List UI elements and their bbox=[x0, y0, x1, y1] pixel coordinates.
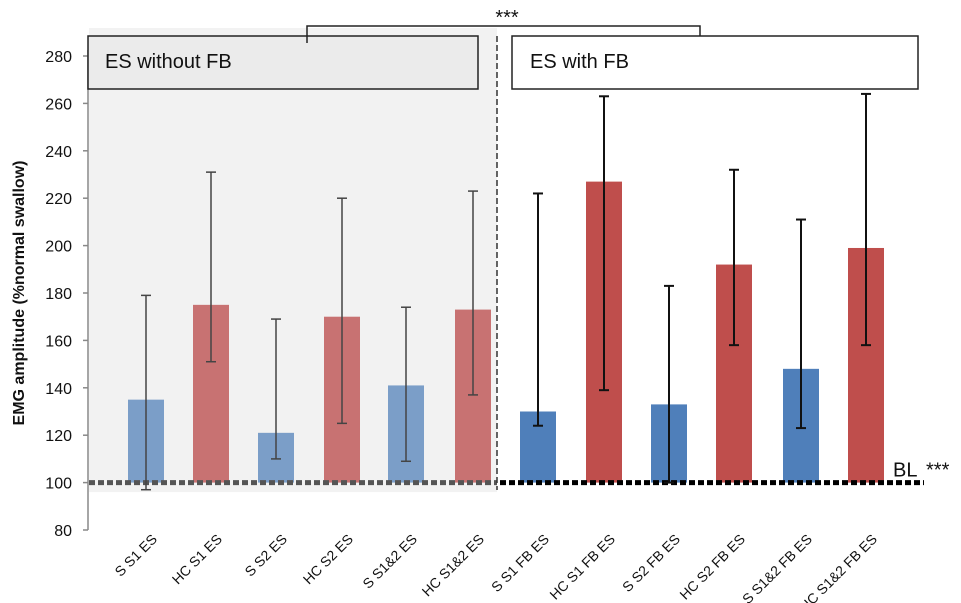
y-tick-label: 100 bbox=[45, 476, 72, 493]
category-label: S S2 FB ES bbox=[619, 531, 683, 595]
group-box-without-fb bbox=[87, 35, 479, 90]
group-label-with-fb: ES with FB bbox=[530, 51, 629, 73]
category-label: S S1 FB ES bbox=[488, 531, 552, 595]
category-label: S S1&2 FB ES bbox=[739, 531, 815, 603]
y-tick-label: 220 bbox=[45, 191, 72, 208]
group-significance-label: *** bbox=[495, 7, 519, 29]
y-tick-label: 200 bbox=[45, 239, 72, 256]
baseline-significance: *** bbox=[926, 460, 950, 482]
y-tick-label: 180 bbox=[45, 286, 72, 303]
category-label: HC S1 FB ES bbox=[546, 531, 618, 603]
y-tick-label: 120 bbox=[45, 428, 72, 445]
y-tick-label: 160 bbox=[45, 333, 72, 350]
y-tick-label: 140 bbox=[45, 381, 72, 398]
baseline-label: BL bbox=[893, 460, 917, 482]
category-label: S S1&2 ES bbox=[359, 531, 420, 592]
group-significance-bracket bbox=[306, 25, 701, 43]
y-tick-label: 240 bbox=[45, 144, 72, 161]
category-label: HC S2 FB ES bbox=[676, 531, 748, 603]
y-tick-label: 280 bbox=[45, 49, 72, 66]
group-box-with-fb bbox=[511, 35, 919, 90]
y-tick-label: 80 bbox=[54, 523, 72, 540]
category-label: S S1 ES bbox=[111, 531, 160, 580]
category-label: S S2 ES bbox=[241, 531, 290, 580]
category-label: HC S1&2 ES bbox=[419, 531, 488, 600]
category-label: HC S2 ES bbox=[300, 531, 356, 587]
category-label: HC S1 ES bbox=[169, 531, 225, 587]
group-label-without-fb: ES without FB bbox=[105, 51, 232, 73]
y-tick-label: 260 bbox=[45, 96, 72, 113]
y-axis-title: EMG amplitude (%normal swallow) bbox=[11, 161, 28, 426]
